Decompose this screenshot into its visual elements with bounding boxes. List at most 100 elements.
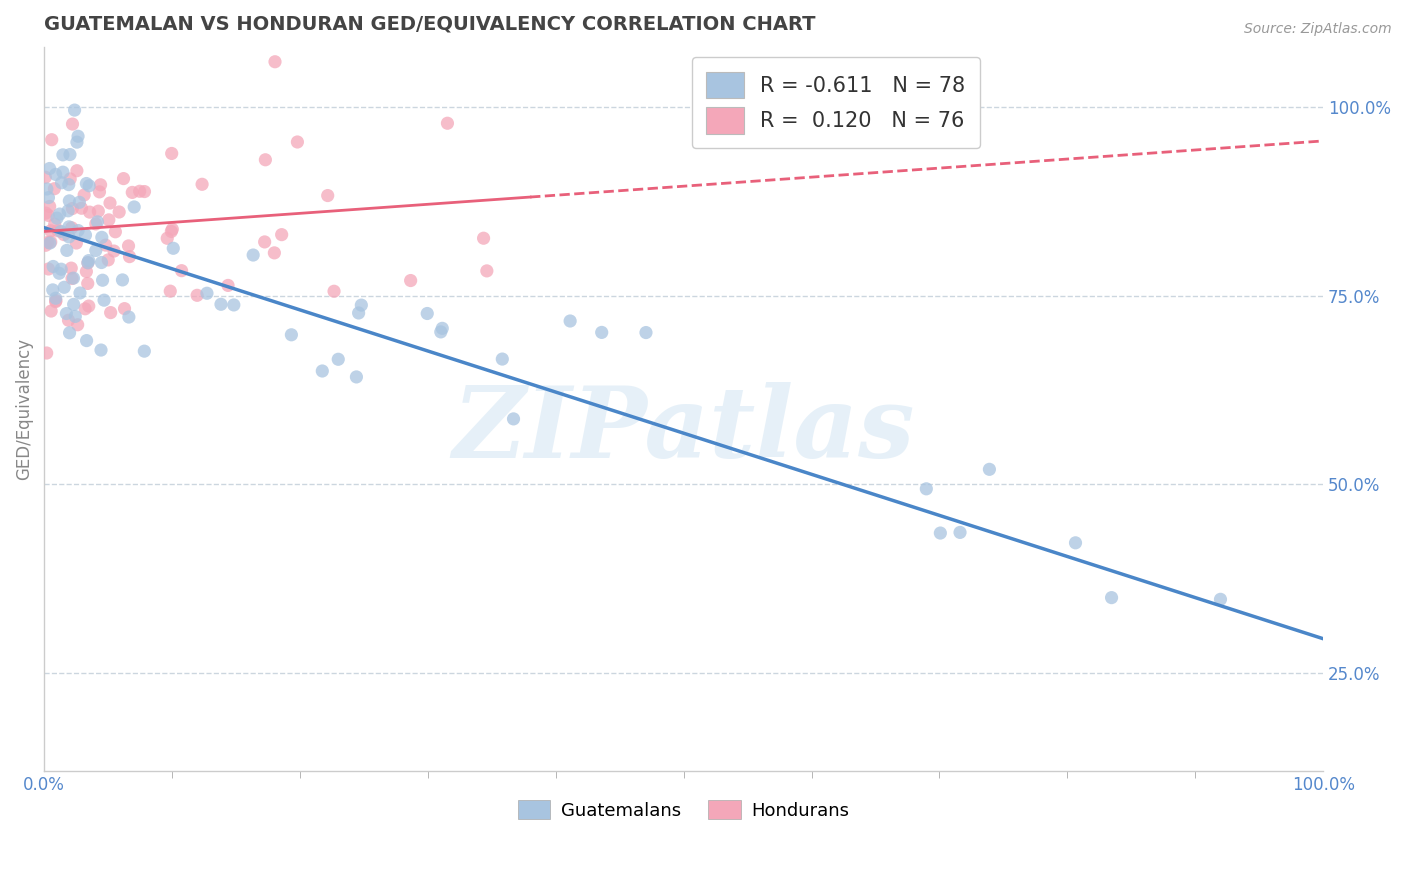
Point [60,271,83,285]
Point [929,526,952,541]
Point [58,178,80,192]
Text: GUATEMALAN VS HONDURAN GED/EQUIVALENCY CORRELATION CHART: GUATEMALAN VS HONDURAN GED/EQUIVALENCY C… [44,15,815,34]
Point [350,298,373,312]
Point [45,293,67,308]
Point [42,283,65,297]
Point [128,184,150,198]
Point [90,230,112,244]
Point [51,176,73,190]
Point [316,188,339,202]
Point [191,178,214,192]
Point [399,274,422,288]
Point [591,326,613,340]
Point [432,321,454,335]
Point [84,217,107,231]
Point [42,260,65,274]
Legend: Guatemalans, Hondurans: Guatemalans, Hondurans [510,793,856,827]
Point [38,199,60,213]
Point [62,271,84,285]
Point [65,310,87,324]
Point [100,305,122,319]
Point [58,313,80,327]
Point [41,133,63,147]
Point [84,244,107,258]
Point [53,280,76,294]
Point [51,262,73,277]
Point [346,370,368,384]
Point [160,224,183,238]
Text: Source: ZipAtlas.com: Source: ZipAtlas.com [1244,22,1392,37]
Point [52,165,75,179]
Point [97,212,120,227]
Point [280,327,302,342]
Point [62,297,84,311]
Point [87,204,110,219]
Point [76,277,98,291]
Point [66,318,89,332]
Point [34,238,56,252]
Point [222,298,245,312]
Y-axis label: GED/Equivalency: GED/Equivalency [15,337,32,480]
Point [55,307,77,321]
Point [58,230,80,244]
Point [170,263,193,277]
Point [162,241,184,255]
Point [77,253,100,268]
Point [502,412,524,426]
Point [46,211,69,226]
Text: ZIPatlas: ZIPatlas [453,382,915,479]
Point [60,261,83,276]
Point [347,306,370,320]
Point [323,285,346,299]
Point [86,215,108,229]
Point [39,224,62,238]
Point [217,278,239,293]
Point [65,235,87,250]
Point [491,352,513,367]
Point [48,207,70,221]
Point [56,244,79,258]
Point [93,293,115,308]
Point [1064,536,1087,550]
Point [160,146,183,161]
Point [59,147,82,161]
Point [66,135,89,149]
Point [77,256,100,270]
Point [52,148,75,162]
Point [472,231,495,245]
Point [45,291,67,305]
Point [195,286,218,301]
Point [121,186,143,200]
Point [37,191,59,205]
Point [90,255,112,269]
Point [634,326,657,340]
Point [70,201,93,215]
Point [75,177,97,191]
Point [67,195,90,210]
Point [264,54,287,69]
Point [37,208,59,222]
Point [60,220,83,235]
Point [44,217,66,231]
Point [915,482,938,496]
Point [66,163,89,178]
Point [73,188,96,202]
Point [75,264,97,278]
Point [186,288,208,302]
Point [76,334,98,348]
Point [35,346,58,360]
Point [253,235,276,249]
Point [156,231,179,245]
Point [46,224,69,238]
Point [60,202,83,216]
Point [58,194,80,208]
Point [103,244,125,258]
Point [35,182,58,196]
Point [475,264,498,278]
Point [79,205,101,219]
Point [34,170,56,185]
Point [89,185,111,199]
Point [38,235,60,250]
Point [94,238,117,252]
Point [35,206,58,220]
